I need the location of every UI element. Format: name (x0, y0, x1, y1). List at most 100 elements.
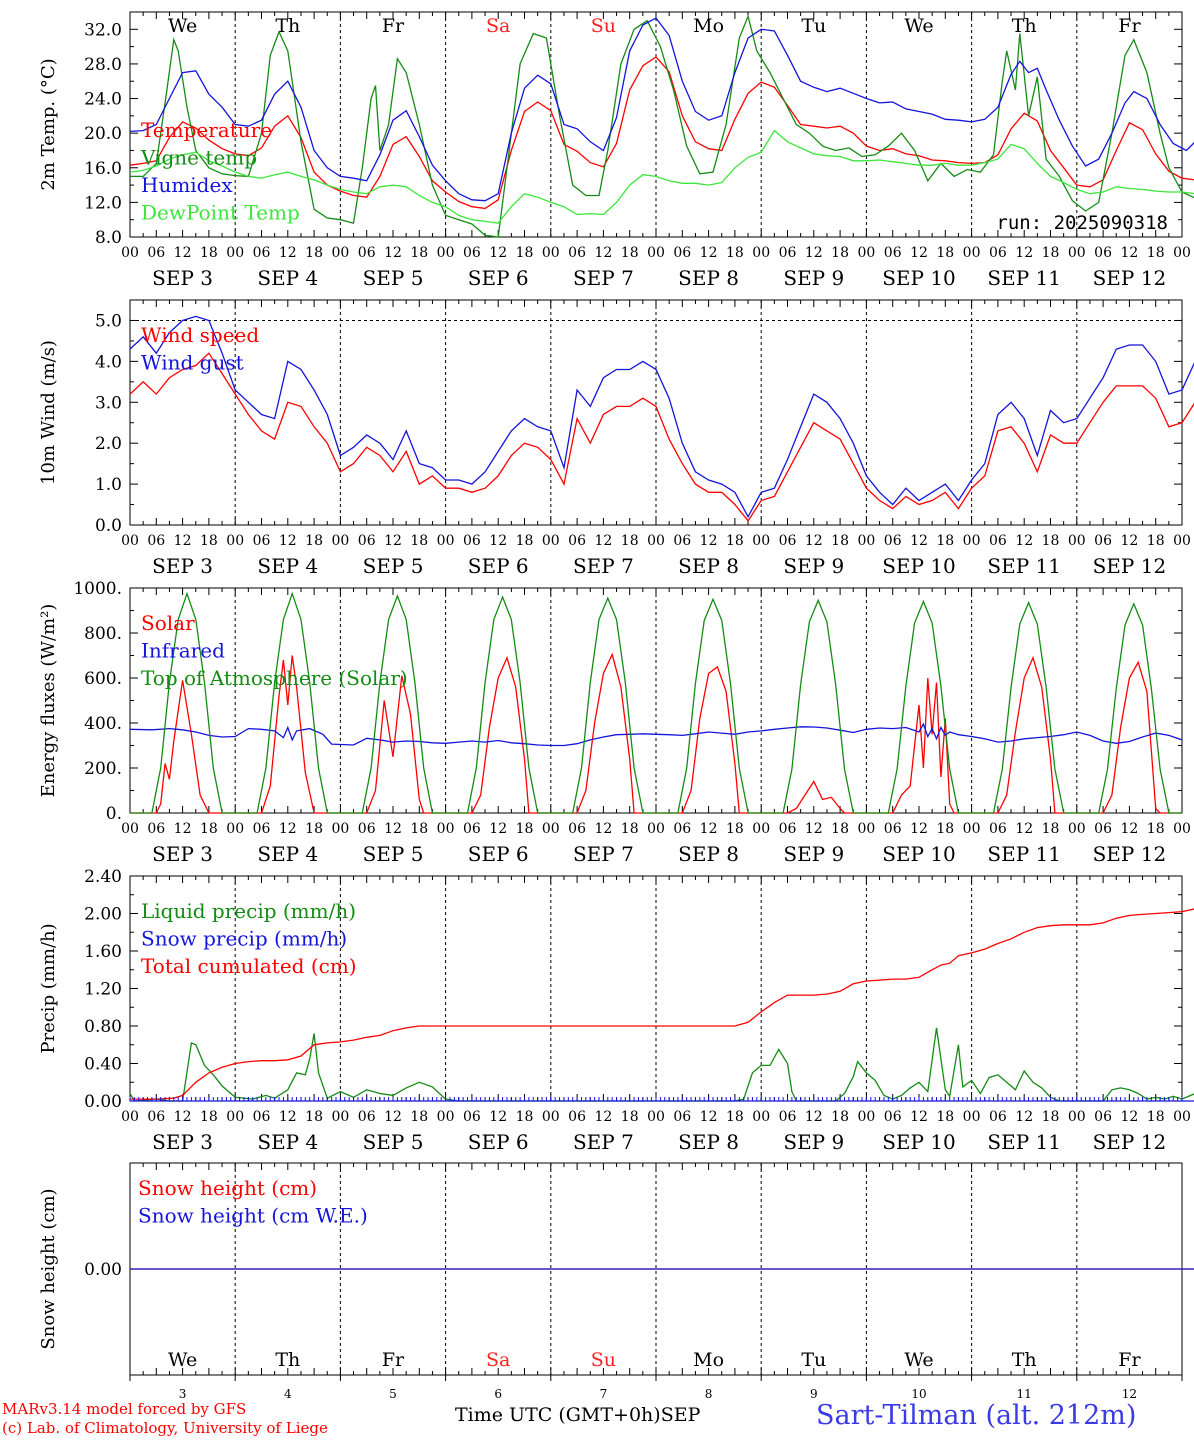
date-label: SEP 12 (1093, 1130, 1167, 1154)
weekday-label: Fr (1118, 1349, 1141, 1371)
hour-tick-label: 00 (437, 1109, 455, 1125)
weekday-label: Su (591, 1349, 616, 1371)
date-label: SEP 9 (783, 554, 844, 578)
hour-tick-label: 18 (831, 821, 849, 837)
y-tick-label: 2.0 (95, 434, 122, 454)
hour-tick-label: 12 (384, 1109, 402, 1125)
series-line (130, 652, 1182, 814)
hour-tick-label: 00 (226, 245, 244, 261)
hour-tick-label: 12 (910, 533, 928, 549)
hour-tick-label: 00 (647, 245, 665, 261)
date-label: SEP 6 (468, 1130, 529, 1154)
weekday-label: We (904, 15, 933, 37)
hour-tick-label: 06 (253, 533, 271, 549)
legend-entry: Snow precip (mm/h) (141, 927, 347, 951)
hour-tick-label: 12 (1120, 533, 1138, 549)
hour-tick-label: 00 (542, 1109, 560, 1125)
y-tick-label: 1000. (73, 579, 122, 599)
legend-entry: DewPoint Temp (141, 201, 300, 225)
y-axis-label: Precip (mm/h) (38, 923, 59, 1053)
date-label: SEP 5 (363, 1130, 424, 1154)
hour-tick-label: 00 (331, 245, 349, 261)
date-label: SEP 3 (152, 266, 213, 290)
hour-tick-label: 00 (331, 1109, 349, 1125)
y-axis-label: Energy fluxes (W/m²) (38, 604, 59, 798)
y-tick-label: 1.60 (84, 942, 122, 962)
hour-tick-label: 18 (305, 533, 323, 549)
hour-tick-label: 00 (1173, 821, 1191, 837)
hour-tick-label: 00 (963, 821, 981, 837)
date-label: SEP 8 (678, 554, 739, 578)
hour-tick-label: 12 (489, 533, 507, 549)
hour-tick-label: 12 (805, 245, 823, 261)
hour-tick-label: 06 (358, 245, 376, 261)
hour-tick-label: 12 (700, 245, 718, 261)
legend-entry: Top of Atmosphere (Solar) (141, 666, 408, 690)
y-tick-label: 0. (106, 804, 122, 824)
y-tick-label: 16.0 (84, 159, 122, 179)
hour-tick-label: 00 (857, 533, 875, 549)
hour-tick-label: 00 (1173, 245, 1191, 261)
series-line (129, 352, 1194, 523)
hour-tick-label: 00 (857, 821, 875, 837)
hour-tick-label: 18 (410, 821, 428, 837)
hour-tick-label: 06 (147, 1109, 165, 1125)
hour-tick-label: 00 (1068, 821, 1086, 837)
hour-tick-label: 12 (805, 1109, 823, 1125)
date-label: SEP 5 (363, 266, 424, 290)
legend-entry: Solar (141, 611, 195, 635)
weekday-label: Th (1012, 1349, 1037, 1371)
hour-tick-label: 06 (673, 1109, 691, 1125)
day-number-label: 3 (179, 1387, 187, 1401)
date-label: SEP 7 (573, 842, 634, 866)
hour-tick-label: 12 (700, 1109, 718, 1125)
hour-tick-label: 06 (884, 533, 902, 549)
date-label: SEP 6 (468, 266, 529, 290)
hour-tick-label: 12 (384, 821, 402, 837)
series-line (129, 17, 1194, 202)
hour-tick-label: 12 (594, 821, 612, 837)
y-tick-label: 20.0 (84, 124, 122, 144)
hour-tick-label: 18 (726, 1109, 744, 1125)
weekday-label: Mo (693, 15, 724, 37)
day-number-label: 10 (911, 1387, 926, 1401)
hour-tick-label: 00 (437, 533, 455, 549)
hour-tick-label: 18 (621, 533, 639, 549)
hour-tick-label: 06 (1094, 245, 1112, 261)
y-axis-label: 10m Wind (m/s) (38, 340, 59, 485)
hour-tick-label: 18 (305, 245, 323, 261)
hour-tick-label: 06 (1094, 533, 1112, 549)
date-label: SEP 10 (882, 1130, 956, 1154)
hour-tick-label: 06 (989, 1109, 1007, 1125)
series-line (129, 1027, 1194, 1102)
y-tick-label: 4.0 (95, 352, 122, 372)
weekday-label: Fr (1118, 15, 1141, 37)
hour-tick-label: 00 (121, 245, 139, 261)
hour-tick-label: 18 (621, 1109, 639, 1125)
hour-tick-label: 12 (174, 533, 192, 549)
weekday-label: Mo (693, 1349, 724, 1371)
hour-tick-label: 12 (1120, 821, 1138, 837)
hour-tick-label: 18 (516, 245, 534, 261)
y-tick-label: 8.0 (95, 228, 122, 248)
series-line (129, 129, 1194, 224)
hour-tick-label: 12 (384, 245, 402, 261)
hour-tick-label: 18 (516, 821, 534, 837)
hour-tick-label: 12 (594, 1109, 612, 1125)
legend-entry: Wind gust (141, 351, 244, 375)
hour-tick-label: 12 (489, 1109, 507, 1125)
hour-tick-label: 12 (1015, 245, 1033, 261)
hour-tick-label: 18 (1042, 1109, 1060, 1125)
y-tick-label: 2.40 (84, 867, 122, 887)
hour-tick-label: 12 (700, 821, 718, 837)
date-label: SEP 11 (987, 842, 1061, 866)
weekday-label: Su (591, 15, 616, 37)
legend-entry: Humidex (141, 173, 233, 197)
date-label: SEP 12 (1093, 842, 1167, 866)
y-tick-label: 0.80 (84, 1017, 122, 1037)
hour-tick-label: 00 (542, 821, 560, 837)
date-label: SEP 4 (257, 842, 318, 866)
weekday-label: Tu (801, 1349, 826, 1371)
hour-tick-label: 06 (884, 1109, 902, 1125)
hour-tick-label: 06 (253, 821, 271, 837)
